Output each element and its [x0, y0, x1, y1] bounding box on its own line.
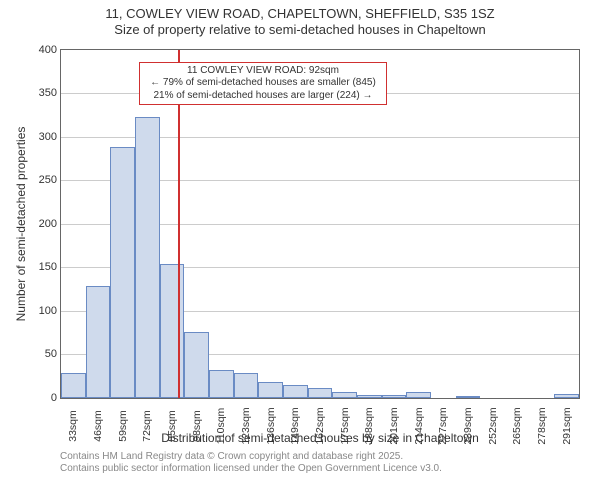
histogram-bar [160, 264, 185, 397]
histogram-bar [332, 392, 357, 397]
histogram-bar [283, 385, 308, 397]
plot-area: 05010015020025030035040033sqm46sqm59sqm7… [60, 49, 580, 399]
attribution-line-2: Contains public sector information licen… [60, 463, 600, 475]
y-tick-label: 150 [39, 261, 61, 273]
histogram-bar [258, 382, 283, 398]
title-line-2: Size of property relative to semi-detach… [0, 22, 600, 38]
y-tick-label: 400 [39, 44, 61, 56]
histogram-bar [554, 394, 579, 397]
callout-line: ← 79% of semi-detached houses are smalle… [144, 77, 383, 90]
callout-line: 11 COWLEY VIEW ROAD: 92sqm [144, 65, 383, 78]
y-axis-title: Number of semi-detached properties [14, 49, 28, 399]
histogram-bar [382, 395, 407, 398]
histogram-bar [234, 373, 259, 397]
histogram-bar [61, 373, 86, 397]
y-tick-label: 50 [45, 348, 61, 360]
attribution-line-1: Contains HM Land Registry data © Crown c… [60, 451, 600, 463]
histogram-bar [86, 286, 111, 397]
y-tick-label: 0 [51, 392, 61, 404]
histogram-bar [456, 396, 481, 398]
callout-box: 11 COWLEY VIEW ROAD: 92sqm← 79% of semi-… [139, 62, 388, 106]
histogram-bar [406, 392, 431, 397]
y-tick-label: 300 [39, 131, 61, 143]
x-axis-title: Distribution of semi-detached houses by … [60, 431, 580, 445]
y-tick-label: 100 [39, 305, 61, 317]
histogram-bar [357, 395, 382, 398]
chart-container: Number of semi-detached properties 05010… [0, 39, 600, 449]
y-tick-label: 250 [39, 174, 61, 186]
chart-title-block: 11, COWLEY VIEW ROAD, CHAPELTOWN, SHEFFI… [0, 0, 600, 39]
histogram-bar [308, 388, 333, 398]
y-tick-label: 200 [39, 218, 61, 230]
y-tick-label: 350 [39, 87, 61, 99]
callout-line: 21% of semi-detached houses are larger (… [144, 90, 383, 103]
histogram-bar [110, 147, 135, 398]
histogram-bar [209, 370, 234, 398]
title-line-1: 11, COWLEY VIEW ROAD, CHAPELTOWN, SHEFFI… [0, 6, 600, 22]
histogram-bar [135, 117, 160, 397]
attribution-block: Contains HM Land Registry data © Crown c… [0, 449, 600, 475]
histogram-bar [184, 332, 209, 397]
